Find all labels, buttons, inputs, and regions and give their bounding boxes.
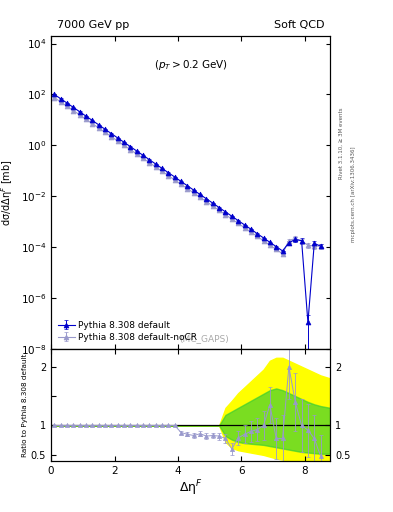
Text: mcplots.cern.ch [arXiv:1306.3436]: mcplots.cern.ch [arXiv:1306.3436]	[351, 147, 356, 242]
Text: Rivet 3.1.10, ≥ 3M events: Rivet 3.1.10, ≥ 3M events	[339, 108, 344, 179]
Text: 7000 GeV pp: 7000 GeV pp	[57, 19, 129, 30]
Text: $(p_T > 0.2\ \mathrm{GeV})$: $(p_T > 0.2\ \mathrm{GeV})$	[154, 58, 228, 72]
Legend: Pythia 8.308 default, Pythia 8.308 default-noCR: Pythia 8.308 default, Pythia 8.308 defau…	[55, 318, 200, 345]
X-axis label: Δη$^F$: Δη$^F$	[179, 478, 202, 498]
Text: Soft QCD: Soft QCD	[274, 19, 325, 30]
Y-axis label: dσ/dΔη$^F$ [mb]: dσ/dΔη$^F$ [mb]	[0, 159, 15, 226]
Y-axis label: Ratio to Pythia 8.308 default: Ratio to Pythia 8.308 default	[22, 353, 28, 457]
Text: (MC_GAPS): (MC_GAPS)	[180, 334, 230, 343]
